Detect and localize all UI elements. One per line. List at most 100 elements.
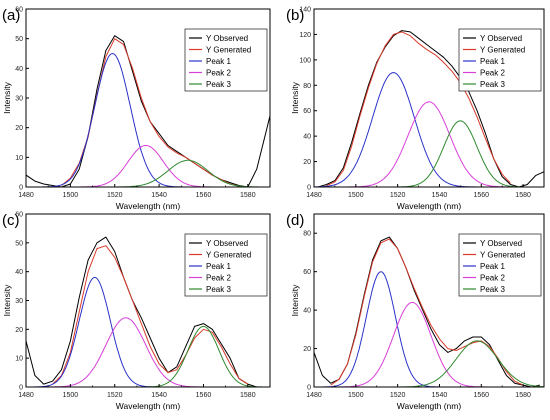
series-y-observed [26, 236, 266, 387]
series-peak-3 [26, 159, 270, 187]
x-tick-label: 1500 [348, 392, 364, 399]
legend: Y Observed Y Generated Peak 1 Peak 2 Peak 3 [184, 233, 268, 297]
y-tick-label: 40 [303, 134, 311, 141]
legend-entry: Peak 2 [480, 274, 505, 283]
legend-box [184, 233, 268, 297]
series-y-observed [318, 30, 544, 187]
panel-a: (a) 1480 1500 1520 1540 1560 1580 0 10 20 30 40 50 60… [2, 7, 271, 211]
x-tick-label: 1480 [306, 392, 322, 399]
y-tick-label: 50 [15, 36, 23, 43]
legend-entry: Peak 2 [206, 274, 231, 283]
panel-c: (c) 1480 1500 1520 1540 1560 1580 0 10 20 30 40 50 60… [2, 212, 271, 411]
y-tick-label: 20 [303, 159, 311, 166]
x-tick-label: 1560 [473, 392, 489, 399]
y-tick-label: 50 [15, 240, 23, 247]
legend-entry: Peak 1 [480, 262, 505, 271]
y-tick-label: 0 [307, 185, 311, 192]
y-tick-label: 20 [303, 346, 311, 353]
series-peak-2 [26, 145, 270, 187]
panel-d: (d) 1480 1500 1520 1540 1560 1580 0 20 40 60 80 Wave… [286, 212, 545, 411]
y-tick-label: 20 [15, 125, 23, 132]
legend-entry: Peak 3 [480, 285, 505, 294]
x-axis-label: Wavelength (nm) [116, 401, 181, 411]
y-axis-label: Intensity [2, 284, 12, 316]
y-tick-label: 30 [15, 96, 23, 103]
y-axis-label: Intensity [2, 81, 12, 113]
y-tick-label: 60 [303, 108, 311, 115]
panel-label: (a) [2, 7, 20, 24]
series-peak-1 [26, 53, 270, 187]
x-tick-label: 1520 [107, 192, 123, 199]
series-peak-1 [314, 72, 544, 187]
plot-frame [313, 213, 545, 388]
legend-entry: Peak 1 [206, 262, 231, 271]
y-tick-label: 40 [15, 269, 23, 276]
legend: Y Observed Y Generated Peak 1 Peak 2 Peak 3 [458, 233, 542, 297]
legend-entry: Y Generated [206, 46, 251, 55]
y-tick-label: 100 [299, 57, 311, 64]
y-tick-label: 30 [15, 298, 23, 305]
y-tick-label: 40 [15, 66, 23, 73]
series-y-generated [326, 31, 511, 187]
panel-label: (c) [2, 212, 20, 229]
panel-b: (b) 1480 1500 1520 1540 1560 1580 0 20 40 60 80 100 1… [286, 7, 545, 211]
legend-entry: Peak 2 [480, 69, 505, 78]
legend-entry: Peak 3 [206, 80, 231, 89]
x-tick-label: 1580 [515, 392, 531, 399]
x-tick-label: 1560 [196, 392, 212, 399]
legend-entry: Peak 1 [206, 57, 231, 66]
series-peak-2 [314, 301, 544, 387]
legend-entry: Y Observed [206, 239, 248, 248]
legend-entry: Peak 3 [206, 285, 231, 294]
y-tick-label: 40 [303, 308, 311, 315]
legend-box [458, 233, 542, 297]
legend-entry: Peak 2 [206, 69, 231, 78]
legend-entry: Y Observed [206, 34, 248, 43]
x-tick-label: 1580 [240, 392, 256, 399]
x-tick-label: 1580 [515, 192, 531, 199]
series-peak-3 [314, 120, 544, 187]
x-tick-label: 1480 [306, 192, 322, 199]
legend-entry: Y Generated [480, 251, 525, 260]
y-tick-label: 60 [303, 269, 311, 276]
y-tick-label: 0 [307, 385, 311, 392]
x-tick-label: 1520 [390, 392, 406, 399]
x-tick-label: 1480 [18, 392, 34, 399]
x-tick-label: 1500 [63, 192, 79, 199]
y-axis-label: Intensity [290, 284, 300, 316]
legend-entry: Y Generated [480, 46, 525, 55]
x-tick-label: 1560 [196, 192, 212, 199]
x-tick-label: 1540 [151, 392, 167, 399]
series-y-generated [330, 238, 524, 386]
x-tick-label: 1540 [432, 392, 448, 399]
x-tick-label: 1540 [151, 192, 167, 199]
x-tick-label: 1480 [18, 192, 34, 199]
x-tick-label: 1560 [473, 192, 489, 199]
y-tick-label: 120 [299, 32, 311, 39]
x-tick-label: 1580 [240, 192, 256, 199]
y-tick-label: 60 [15, 7, 23, 14]
series-y-generated [52, 245, 249, 385]
legend-box [184, 28, 268, 92]
x-tick-label: 1500 [63, 392, 79, 399]
legend-entry: Y Observed [480, 239, 522, 248]
series-lines [26, 35, 270, 187]
x-tick-label: 1540 [432, 192, 448, 199]
y-tick-label: 10 [15, 356, 23, 363]
legend: Y Observed Y Generated Peak 1 Peak 2 Peak 3 [184, 28, 268, 92]
panel-label: (b) [286, 7, 304, 24]
y-tick-label: 0 [19, 385, 23, 392]
series-peak-2 [26, 317, 270, 387]
x-tick-label: 1500 [348, 192, 364, 199]
plot-frame [313, 8, 545, 188]
legend-box [458, 28, 542, 92]
legend-entry: Peak 3 [480, 80, 505, 89]
legend-entry: Peak 1 [480, 57, 505, 66]
x-axis-label: Wavelength (nm) [116, 201, 181, 211]
panel-label: (d) [286, 212, 304, 229]
x-tick-label: 1520 [390, 192, 406, 199]
series-peak-2 [314, 101, 544, 187]
y-tick-label: 0 [19, 185, 23, 192]
y-tick-label: 10 [15, 155, 23, 162]
